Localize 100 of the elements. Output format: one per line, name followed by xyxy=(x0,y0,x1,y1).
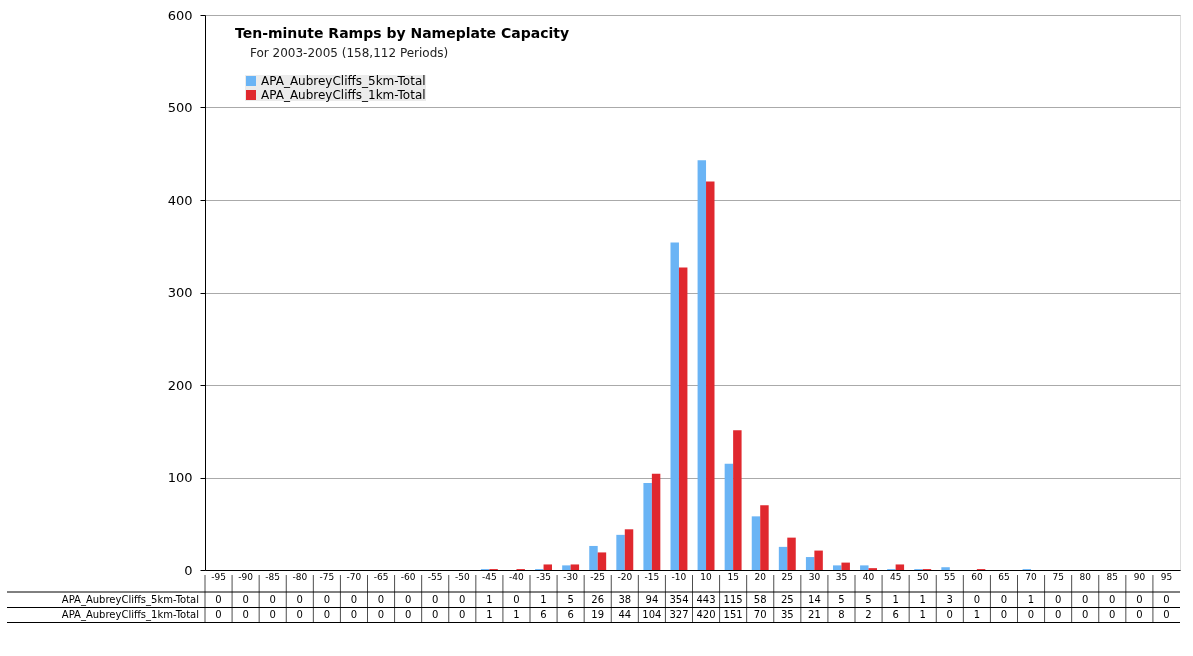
x-tick-label: 40 xyxy=(862,571,875,582)
bar xyxy=(697,160,707,570)
x-tick-label: 65 xyxy=(998,571,1010,582)
data-label: 1 xyxy=(919,609,926,620)
x-tick-label: 55 xyxy=(944,571,956,582)
data-label: 0 xyxy=(215,609,222,620)
x-tick-label: -60 xyxy=(400,571,416,582)
bar xyxy=(941,567,950,570)
x-tick-label: -15 xyxy=(644,571,660,582)
data-label: 14 xyxy=(808,594,821,605)
data-label: 6 xyxy=(892,609,899,620)
x-tick-label: 25 xyxy=(781,571,794,582)
x-tick-label: 20 xyxy=(754,571,767,582)
data-label: 443 xyxy=(696,594,716,605)
data-label: 0 xyxy=(946,609,953,620)
bar xyxy=(706,181,715,570)
bar xyxy=(787,537,796,570)
data-label: 94 xyxy=(645,594,659,605)
text: Ten-minute Ramps by Nameplate Capacity xyxy=(235,25,570,41)
data-label: 0 xyxy=(1109,594,1116,605)
data-label: 58 xyxy=(753,594,767,605)
y-tick-label: 200 xyxy=(167,377,193,393)
bar xyxy=(678,267,688,570)
x-tick-label: -65 xyxy=(373,571,389,582)
bar xyxy=(841,562,850,570)
data-label: 0 xyxy=(1082,609,1089,620)
data-label: 0 xyxy=(1027,609,1035,620)
data-label: 1 xyxy=(513,609,520,620)
x-tick-label: 35 xyxy=(835,571,848,582)
data-label: 151 xyxy=(723,609,743,620)
data-label: 0 xyxy=(1000,609,1008,620)
data-label: 5 xyxy=(838,594,845,605)
y-tick-label: 500 xyxy=(167,100,193,115)
y-tick-label: 0 xyxy=(184,562,193,578)
x-tick-label: -80 xyxy=(292,571,308,582)
data-label: 1 xyxy=(973,609,981,620)
data-label: 0 xyxy=(459,594,466,605)
bar xyxy=(724,463,734,570)
x-tick-label: 90 xyxy=(1133,571,1146,582)
data-label: 0 xyxy=(1136,594,1143,605)
bar xyxy=(814,550,823,570)
text: APA_AubreyCliffs_1km-Total xyxy=(61,609,199,620)
data-label: 5 xyxy=(567,594,574,605)
data-label: 0 xyxy=(1000,594,1008,605)
bar xyxy=(597,552,607,570)
data-label: 0 xyxy=(377,609,385,620)
bar xyxy=(562,565,571,570)
bar xyxy=(624,529,634,570)
x-tick-label: -35 xyxy=(536,571,551,582)
bar xyxy=(543,564,553,570)
data-label: 0 xyxy=(973,594,981,605)
x-tick-label: -50 xyxy=(454,571,470,582)
data-label: 5 xyxy=(865,594,872,605)
data-label: 38 xyxy=(618,594,632,605)
data-label: 0 xyxy=(513,594,520,605)
data-label: 70 xyxy=(753,609,767,620)
y-tick-label: 400 xyxy=(167,192,193,208)
data-label: 1 xyxy=(486,609,493,620)
data-label: 0 xyxy=(296,609,303,620)
data-label: 6 xyxy=(567,609,574,620)
data-label: 0 xyxy=(350,609,358,620)
data-label: 0 xyxy=(404,609,412,620)
data-label: 0 xyxy=(215,594,222,605)
x-tick-label: -90 xyxy=(238,571,254,582)
data-label: 0 xyxy=(432,594,439,605)
data-label: 0 xyxy=(1082,594,1089,605)
data-label: 0 xyxy=(1054,609,1062,620)
data-label: 35 xyxy=(780,609,794,620)
bar xyxy=(589,545,598,570)
data-label: 115 xyxy=(723,594,743,605)
data-label: 0 xyxy=(1136,609,1143,620)
data-label: 0 xyxy=(1054,594,1062,605)
bar xyxy=(760,505,769,570)
data-label: 1 xyxy=(892,594,899,605)
data-label: 0 xyxy=(323,609,331,620)
data-label: 0 xyxy=(377,594,385,605)
data-label: 2 xyxy=(865,609,872,620)
data-label: 0 xyxy=(459,609,466,620)
data-label: 0 xyxy=(269,609,276,620)
data-label: 1 xyxy=(919,594,926,605)
bar xyxy=(832,565,842,570)
data-label: 0 xyxy=(432,609,439,620)
x-tick-label: -30 xyxy=(563,571,579,582)
data-label: 44 xyxy=(618,609,632,620)
bar xyxy=(860,565,869,570)
x-tick-label: -75 xyxy=(319,571,335,582)
bar xyxy=(670,242,679,570)
bar xyxy=(643,483,652,570)
data-label: 327 xyxy=(669,609,689,620)
y-tick-label: 600 xyxy=(167,7,193,23)
data-label: 8 xyxy=(838,609,845,620)
x-tick-label: -70 xyxy=(346,571,362,582)
data-label: 0 xyxy=(269,594,276,605)
x-tick-label: 85 xyxy=(1106,571,1119,582)
data-label: 0 xyxy=(1163,609,1170,620)
data-label: 0 xyxy=(350,594,358,605)
data-label: 21 xyxy=(808,609,821,620)
data-label: 19 xyxy=(591,609,605,620)
legend-label: APA_AubreyCliffs_5km-Total xyxy=(261,74,426,88)
x-tick-label: 60 xyxy=(971,571,983,582)
